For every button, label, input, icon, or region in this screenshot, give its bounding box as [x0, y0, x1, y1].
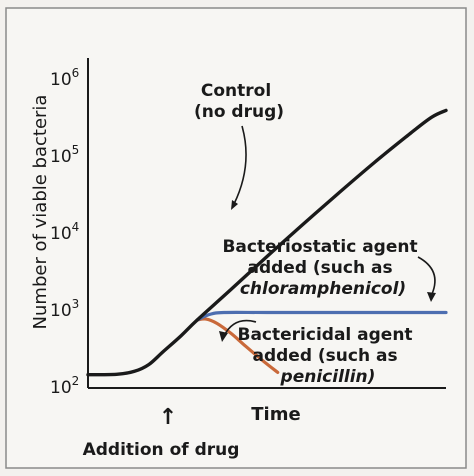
data-lines	[86, 108, 448, 377]
annotation-bacteriostatic-line1: Bacteriostatic agent	[222, 237, 417, 257]
annotation-control-line2: (no drug)	[194, 102, 284, 122]
y-axis-label: Number of viable bacteria	[30, 95, 51, 330]
series-line-control	[86, 108, 448, 377]
y-tick-label: 106	[50, 66, 79, 90]
annotation-bactericidal-line1: Bactericidal agent	[238, 325, 413, 345]
drug-addition-arrow: ↑	[159, 405, 177, 430]
annotation-bactericidal-arrowhead	[219, 331, 228, 342]
annotation-control-arrowhead	[231, 200, 238, 210]
annotation-bactericidal-line3: penicillin)	[280, 367, 376, 387]
chart-panel	[5, 7, 467, 469]
annotation-bacteriostatic-arrow	[417, 256, 436, 295]
x-axis-label: Time	[251, 404, 300, 425]
y-tick-label: 103	[50, 297, 79, 321]
y-tick-label: 102	[50, 374, 79, 398]
annotation-bacteriostatic-line3: chloramphenicol)	[240, 279, 406, 299]
drug-addition-label: Addition of drug	[83, 440, 240, 460]
annotation-control: Control (no drug)	[194, 81, 284, 210]
annotation-control-arrow	[233, 125, 247, 205]
series-line-bacteriostatic	[195, 310, 448, 322]
y-tick-label: 104	[50, 220, 79, 244]
annotation-bacteriostatic-line2: added (such as	[247, 258, 392, 278]
y-tick-labels: 102 103 104 105 106	[50, 66, 79, 398]
annotation-bactericidal-line2: added (such as	[252, 346, 397, 366]
annotation-bacteriostatic: Bacteriostatic agent added (such as chlo…	[222, 237, 436, 302]
annotation-bactericidal: Bactericidal agent added (such as penici…	[219, 319, 419, 387]
annotation-bacteriostatic-arrowhead	[427, 292, 436, 302]
series-line-bactericidal	[195, 317, 280, 374]
svg-text:Control (no drug): Control (no drug)	[194, 81, 284, 122]
svg-text:Bactericidal agent added: Bactericidal agent added (such as penici…	[238, 325, 419, 387]
annotation-control-line1: Control	[201, 81, 271, 101]
svg-text:Bacteriostatic agent add: Bacteriostatic agent added (such as chlo…	[222, 237, 423, 299]
y-tick-label: 105	[50, 143, 79, 167]
